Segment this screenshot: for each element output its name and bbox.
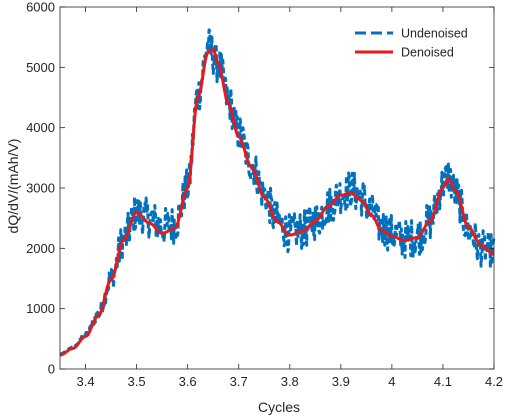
x-tick-label: 3.7 [230, 374, 248, 389]
x-tick-label: 4.1 [434, 374, 452, 389]
y-tick-label: 4000 [26, 120, 55, 135]
x-tick-label: 3.5 [128, 374, 146, 389]
x-tick-label: 3.8 [281, 374, 299, 389]
legend: Undenoised Denoised [355, 27, 468, 60]
y-tick-label: 0 [48, 362, 55, 377]
x-tick-label: 3.6 [179, 374, 197, 389]
series-denoised-line [59, 47, 495, 357]
x-tick-label: 4.2 [485, 374, 503, 389]
y-tick-label: 6000 [26, 0, 55, 15]
y-axis-label: dQ/dV/(mAh/V) [5, 139, 21, 234]
legend-denoised-label: Denoised [401, 46, 454, 60]
x-tick-label: 3.4 [76, 374, 94, 389]
x-tick-label: 3.9 [332, 374, 350, 389]
axes: 3.4 3.5 3.6 3.7 3.8 3.9 4 4.1 4.2 0 1000 2000 3000 40… [26, 0, 503, 389]
y-tick-label: 1000 [26, 301, 55, 316]
x-axis-label: Cycles [258, 399, 300, 415]
y-tick-label: 3000 [26, 181, 55, 196]
y-tick-label: 2000 [26, 241, 55, 256]
plot-area [59, 28, 496, 357]
legend-undenoised-label: Undenoised [401, 27, 468, 41]
y-tick-label: 5000 [26, 60, 55, 75]
x-tick-label: 4 [388, 374, 395, 389]
